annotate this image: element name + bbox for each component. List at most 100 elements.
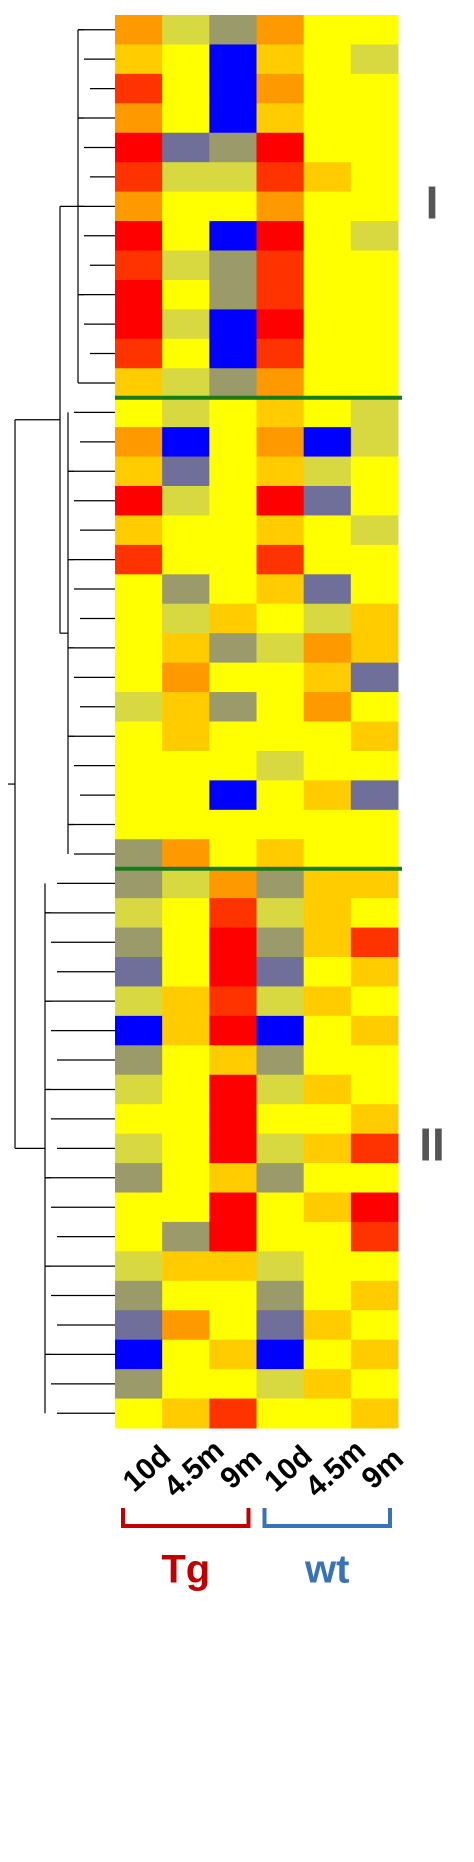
heatmap-cell (115, 73, 163, 104)
heatmap-cell (115, 809, 163, 840)
heatmap-cell (162, 692, 210, 722)
heatmap-cell (350, 839, 399, 870)
heatmap-cell (303, 1251, 352, 1282)
heatmap-cell (209, 750, 257, 781)
heatmap-cell (162, 1369, 210, 1400)
heatmap-cell (256, 633, 305, 664)
heatmap-cell (115, 868, 163, 899)
heatmap-cell (350, 986, 399, 1017)
heatmap-cell (256, 898, 305, 929)
group-bracket (121, 1508, 251, 1528)
heatmap-cell (115, 279, 163, 310)
heatmap-cell (162, 279, 210, 310)
heatmap-cell (303, 1045, 352, 1076)
heatmap-cell (350, 486, 399, 516)
heatmap-cell (209, 456, 257, 487)
heatmap-cell (209, 132, 257, 163)
heatmap-cell (115, 1045, 163, 1076)
heatmap-cell (303, 279, 352, 310)
heatmap-cell (162, 44, 210, 75)
group-bracket (262, 1508, 392, 1528)
heatmap-cell (162, 368, 210, 399)
heatmap-cell (209, 515, 257, 546)
heatmap-cell (256, 544, 305, 575)
heatmap-cell (115, 515, 163, 546)
heatmap-cell (162, 1251, 210, 1282)
cluster-label: I (426, 177, 439, 229)
heatmap-cell (115, 221, 163, 251)
heatmap-cell (209, 397, 257, 428)
heatmap-cell (115, 1104, 163, 1135)
heatmap-cell (209, 279, 257, 310)
heatmap-cell (303, 721, 352, 752)
heatmap-cell (162, 603, 210, 634)
heatmap-cell (350, 1192, 399, 1223)
heatmap-cell (162, 1045, 210, 1076)
heatmap-cell (303, 868, 352, 899)
heatmap-cell (209, 1074, 257, 1105)
heatmap-cell (162, 15, 210, 45)
heatmap-cell (303, 809, 352, 840)
heatmap-cell (350, 692, 399, 722)
heatmap-cell (115, 839, 163, 870)
heatmap-cell (256, 750, 305, 781)
heatmap-cell (162, 250, 210, 281)
heatmap-cell (115, 1369, 163, 1400)
heatmap-cell (350, 1398, 399, 1429)
heatmap-cell (303, 250, 352, 281)
heatmap-cell (209, 338, 257, 369)
heatmap-cell (209, 1339, 257, 1370)
heatmap-cell (209, 44, 257, 75)
heatmap-cell (256, 1251, 305, 1282)
heatmap-cell (350, 1074, 399, 1105)
heatmap-cell (256, 1045, 305, 1076)
heatmap-cell (350, 1221, 399, 1252)
heatmap-cell (162, 1074, 210, 1105)
heatmap-cell (256, 780, 305, 811)
heatmap-cell (209, 1015, 257, 1046)
heatmap-cell (209, 898, 257, 929)
heatmap-cell (303, 73, 352, 104)
heatmap-cell (350, 662, 399, 693)
heatmap-cell (115, 986, 163, 1017)
heatmap-cell (350, 368, 399, 399)
heatmap-cell (162, 574, 210, 605)
heatmap-cell (303, 44, 352, 75)
heatmap-cell (256, 927, 305, 958)
heatmap-cell (303, 692, 352, 722)
heatmap-cell (256, 957, 305, 987)
heatmap-cell (350, 544, 399, 575)
heatmap-cell (209, 633, 257, 664)
heatmap-cell (350, 132, 399, 163)
heatmap-cell (115, 1398, 163, 1429)
heatmap-cell (303, 898, 352, 929)
heatmap-cell (115, 1133, 163, 1164)
heatmap-cell (209, 780, 257, 811)
heatmap-cell (209, 427, 257, 458)
heatmap-cell (256, 456, 305, 487)
heatmap-cell (209, 809, 257, 840)
heatmap-cell (209, 1104, 257, 1135)
heatmap-cell (256, 221, 305, 251)
heatmap-cell (256, 839, 305, 870)
heatmap-cell (350, 279, 399, 310)
heatmap-cell (350, 191, 399, 222)
heatmap-cell (256, 1133, 305, 1164)
heatmap-cell (115, 1163, 163, 1193)
heatmap-cell (115, 898, 163, 929)
heatmap-cell (209, 1280, 257, 1311)
heatmap-cell (303, 15, 352, 45)
heatmap-cell (209, 1133, 257, 1164)
heatmap-cell (162, 839, 210, 870)
heatmap-cell (209, 1192, 257, 1223)
heatmap-cell (115, 1251, 163, 1282)
heatmap-cell (256, 338, 305, 369)
heatmap-cell (350, 456, 399, 487)
heatmap-cell (350, 73, 399, 104)
heatmap-cell (303, 1015, 352, 1046)
heatmap-cell (115, 191, 163, 222)
heatmap-cell (162, 338, 210, 369)
heatmap-cell (303, 368, 352, 399)
heatmap-cell (256, 515, 305, 546)
heatmap-cell (115, 132, 163, 163)
